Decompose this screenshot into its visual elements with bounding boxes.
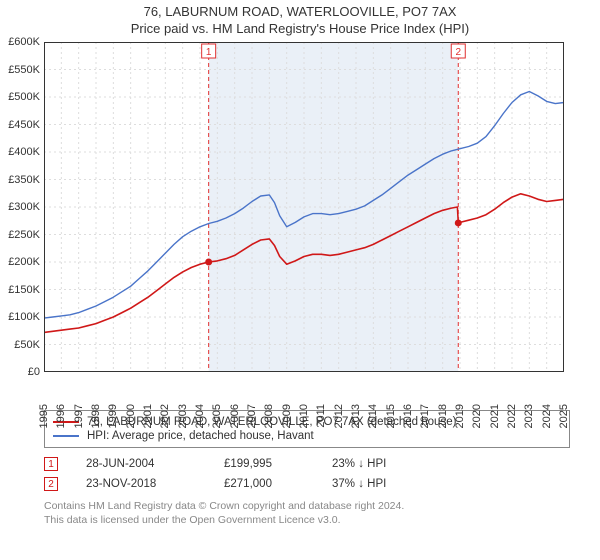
marker-hpi-delta: 23% ↓ HPI	[332, 458, 412, 470]
x-axis-label: 2004	[194, 404, 206, 428]
x-axis-label: 2009	[281, 404, 293, 428]
x-axis-label: 2016	[402, 404, 414, 428]
x-axis-label: 2005	[211, 404, 223, 428]
x-axis-label: 2021	[489, 404, 501, 428]
y-axis-label: £600K	[0, 36, 40, 48]
y-axis-label: £100K	[0, 311, 40, 323]
title-subtitle: Price paid vs. HM Land Registry's House …	[0, 21, 600, 36]
x-axis-label: 1996	[55, 404, 67, 428]
x-axis-label: 2023	[523, 404, 535, 428]
y-axis-label: £450K	[0, 119, 40, 131]
chart-title-block: 76, LABURNUM ROAD, WATERLOOVILLE, PO7 7A…	[0, 0, 600, 36]
legend-row: HPI: Average price, detached house, Hava…	[53, 429, 561, 443]
y-axis-label: £50K	[0, 339, 40, 351]
chart-svg: 12	[44, 42, 564, 372]
x-axis-label: 2000	[125, 404, 137, 428]
marker-price: £271,000	[224, 478, 304, 490]
x-axis-label: 2020	[471, 404, 483, 428]
x-axis-label: 2022	[506, 404, 518, 428]
marker-table: 1 28-JUN-2004 £199,995 23% ↓ HPI 2 23-NOV-201…	[44, 454, 570, 494]
x-axis-label: 2019	[454, 404, 466, 428]
y-axis-label: £250K	[0, 229, 40, 241]
legend-label: HPI: Average price, detached house, Hava…	[87, 430, 314, 442]
x-axis-label: 2007	[246, 404, 258, 428]
marker-price: £199,995	[224, 458, 304, 470]
x-axis-label: 2013	[350, 404, 362, 428]
x-axis-label: 2024	[541, 404, 553, 428]
footer-line1: Contains HM Land Registry data © Crown c…	[44, 500, 570, 514]
x-axis-label: 1997	[73, 404, 85, 428]
y-axis-label: £0	[0, 366, 40, 378]
x-axis-label: 2010	[298, 404, 310, 428]
y-axis-label: £550K	[0, 64, 40, 76]
marker-row: 1 28-JUN-2004 £199,995 23% ↓ HPI	[44, 454, 570, 474]
marker-badge: 2	[44, 477, 58, 491]
title-address: 76, LABURNUM ROAD, WATERLOOVILLE, PO7 7A…	[0, 4, 600, 19]
x-axis-label: 2025	[558, 404, 570, 428]
chart-area: 12 £0£50K£100K£150K£200K£250K£300K£350K£…	[44, 42, 564, 372]
legend-swatch	[53, 435, 79, 437]
y-axis-label: £300K	[0, 201, 40, 213]
x-axis-label: 2018	[437, 404, 449, 428]
x-axis-label: 2011	[315, 404, 327, 428]
x-axis-label: 2014	[367, 404, 379, 428]
x-axis-label: 2015	[385, 404, 397, 428]
x-axis-label: 2006	[229, 404, 241, 428]
x-axis-label: 2003	[177, 404, 189, 428]
marker-row: 2 23-NOV-2018 £271,000 37% ↓ HPI	[44, 474, 570, 494]
x-axis-label: 2012	[333, 404, 345, 428]
svg-text:1: 1	[206, 47, 212, 58]
footer-line2: This data is licensed under the Open Gov…	[44, 514, 570, 528]
marker-date: 23-NOV-2018	[86, 478, 196, 490]
footer-attribution: Contains HM Land Registry data © Crown c…	[44, 500, 570, 527]
x-axis-label: 1995	[38, 404, 50, 428]
marker-badge: 1	[44, 457, 58, 471]
y-axis-label: £500K	[0, 91, 40, 103]
x-axis-label: 1999	[107, 404, 119, 428]
y-axis-label: £350K	[0, 174, 40, 186]
y-axis-label: £400K	[0, 146, 40, 158]
y-axis-label: £150K	[0, 284, 40, 296]
x-axis-label: 2002	[159, 404, 171, 428]
x-axis-label: 2017	[419, 404, 431, 428]
x-axis-label: 2001	[142, 404, 154, 428]
marker-date: 28-JUN-2004	[86, 458, 196, 470]
x-axis-label: 2008	[263, 404, 275, 428]
marker-hpi-delta: 37% ↓ HPI	[332, 478, 412, 490]
x-axis-label: 1998	[90, 404, 102, 428]
svg-text:2: 2	[455, 47, 461, 58]
y-axis-label: £200K	[0, 256, 40, 268]
